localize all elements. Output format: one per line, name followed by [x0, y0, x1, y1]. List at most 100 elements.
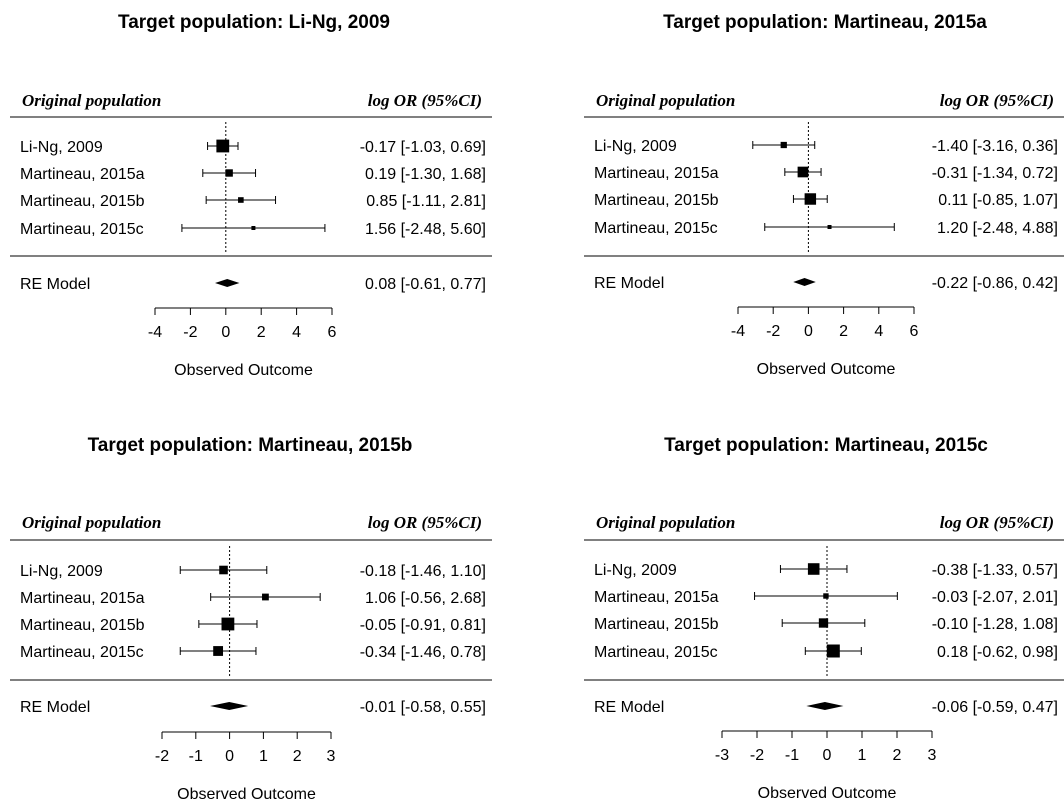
x-tick-label: 0: [221, 324, 230, 341]
study-label: Martineau, 2015a: [594, 165, 719, 182]
study-label: Li-Ng, 2009: [20, 139, 103, 156]
point-estimate-square: [804, 193, 817, 205]
point-estimate-square: [238, 197, 244, 203]
chart-title: Target population: Martineau, 2015a: [663, 12, 987, 33]
x-tick-label: -1: [189, 748, 203, 765]
study-label: Martineau, 2015b: [594, 616, 719, 633]
point-estimate-square: [827, 225, 832, 229]
x-tick-label: 2: [293, 748, 302, 765]
summary-label: RE Model: [20, 276, 90, 293]
x-tick-label: 0: [225, 748, 234, 765]
study-estimate-text: 0.19 [-1.30, 1.68]: [365, 166, 486, 183]
study-label: Martineau, 2015c: [594, 644, 718, 661]
column-header-log-or: log OR (95%CI): [368, 91, 482, 110]
point-estimate-square: [221, 617, 235, 631]
study-estimate-text: -0.03 [-2.07, 2.01]: [932, 589, 1058, 606]
x-tick-label: 6: [910, 323, 919, 340]
study-label: Martineau, 2015b: [20, 193, 145, 210]
chart-title: Target population: Martineau, 2015c: [664, 435, 988, 456]
summary-label: RE Model: [594, 699, 664, 716]
summary-estimate-text: -0.22 [-0.86, 0.42]: [932, 275, 1058, 292]
x-tick-label: -4: [731, 323, 745, 340]
point-estimate-square: [216, 139, 230, 153]
summary-diamond: [793, 278, 816, 286]
x-tick-label: 1: [259, 748, 268, 765]
study-label: Martineau, 2015b: [594, 192, 719, 209]
summary-estimate-text: -0.01 [-0.58, 0.55]: [360, 699, 486, 716]
study-label: Martineau, 2015a: [20, 166, 145, 183]
x-tick-label: 1: [858, 747, 867, 764]
point-estimate-square: [213, 646, 224, 656]
summary-label: RE Model: [20, 699, 90, 716]
x-tick-label: 2: [893, 747, 902, 764]
point-estimate-square: [823, 593, 829, 599]
point-estimate-square: [219, 565, 228, 575]
x-tick-label: 4: [292, 324, 301, 341]
point-estimate-square: [797, 166, 809, 178]
x-tick-label: -2: [155, 748, 169, 765]
study-estimate-text: -0.17 [-1.03, 0.69]: [360, 139, 486, 156]
study-label: Li-Ng, 2009: [20, 563, 103, 580]
x-axis-label: Observed Outcome: [177, 786, 316, 803]
study-estimate-text: -0.18 [-1.46, 1.10]: [360, 563, 486, 580]
study-label: Martineau, 2015c: [594, 220, 718, 237]
study-estimate-text: 0.11 [-0.85, 1.07]: [938, 192, 1058, 209]
study-label: Li-Ng, 2009: [594, 562, 677, 579]
summary-estimate-text: -0.06 [-0.59, 0.47]: [932, 699, 1058, 716]
study-label: Li-Ng, 2009: [594, 138, 677, 155]
study-estimate-text: 1.06 [-0.56, 2.68]: [365, 590, 486, 607]
x-axis-label: Observed Outcome: [758, 785, 897, 802]
forest-panel-1: Target population: Li-Ng, 2009 Original p…: [10, 12, 492, 379]
point-estimate-square: [826, 644, 840, 658]
x-tick-label: -4: [148, 324, 162, 341]
study-estimate-text: 1.20 [-2.48, 4.88]: [937, 220, 1058, 237]
column-header-original-population: Original population: [22, 91, 161, 110]
point-estimate-square: [262, 593, 269, 601]
x-tick-label: -3: [715, 747, 729, 764]
study-label: Martineau, 2015c: [20, 221, 144, 238]
study-label: Martineau, 2015a: [20, 590, 145, 607]
summary-diamond: [215, 279, 240, 287]
column-header-original-population: Original population: [22, 513, 161, 532]
forest-panel-3: Target population: Martineau, 2015b Origi…: [10, 435, 492, 803]
x-tick-label: 0: [804, 323, 813, 340]
x-tick-label: 6: [328, 324, 337, 341]
forest-panel-4: Target population: Martineau, 2015c Origi…: [584, 435, 1064, 802]
column-header-log-or: log OR (95%CI): [940, 513, 1054, 532]
x-tick-label: -1: [785, 747, 799, 764]
summary-label: RE Model: [594, 275, 664, 292]
x-axis-label: Observed Outcome: [757, 361, 896, 378]
point-estimate-square: [807, 563, 820, 575]
study-label: Martineau, 2015a: [594, 589, 719, 606]
x-axis-label: Observed Outcome: [174, 362, 313, 379]
x-tick-label: 2: [257, 324, 266, 341]
x-tick-label: 4: [874, 323, 883, 340]
chart-title: Target population: Li-Ng, 2009: [118, 12, 390, 33]
study-estimate-text: -0.05 [-0.91, 0.81]: [360, 617, 486, 634]
x-tick-label: 3: [928, 747, 937, 764]
forest-panel-2: Target population: Martineau, 2015a Origi…: [584, 12, 1064, 378]
x-tick-label: 0: [823, 747, 832, 764]
x-tick-label: 2: [839, 323, 848, 340]
study-label: Martineau, 2015c: [20, 644, 144, 661]
column-header-log-or: log OR (95%CI): [940, 91, 1054, 110]
x-tick-label: -2: [750, 747, 764, 764]
summary-estimate-text: 0.08 [-0.61, 0.77]: [365, 276, 486, 293]
summary-diamond: [209, 702, 249, 710]
study-estimate-text: -0.38 [-1.33, 0.57]: [932, 562, 1058, 579]
study-estimate-text: -0.34 [-1.46, 0.78]: [360, 644, 486, 661]
study-estimate-text: -1.40 [-3.16, 0.36]: [932, 138, 1058, 155]
point-estimate-square: [818, 618, 829, 628]
study-label: Martineau, 2015b: [20, 617, 145, 634]
point-estimate-square: [251, 226, 256, 230]
summary-diamond: [806, 702, 844, 710]
column-header-log-or: log OR (95%CI): [368, 513, 482, 532]
column-header-original-population: Original population: [596, 513, 735, 532]
column-header-original-population: Original population: [596, 91, 735, 110]
point-estimate-square: [780, 141, 787, 149]
chart-title: Target population: Martineau, 2015b: [88, 435, 413, 456]
study-estimate-text: 0.18 [-0.62, 0.98]: [937, 644, 1058, 661]
study-estimate-text: 1.56 [-2.48, 5.60]: [365, 221, 486, 238]
x-tick-label: 3: [327, 748, 336, 765]
